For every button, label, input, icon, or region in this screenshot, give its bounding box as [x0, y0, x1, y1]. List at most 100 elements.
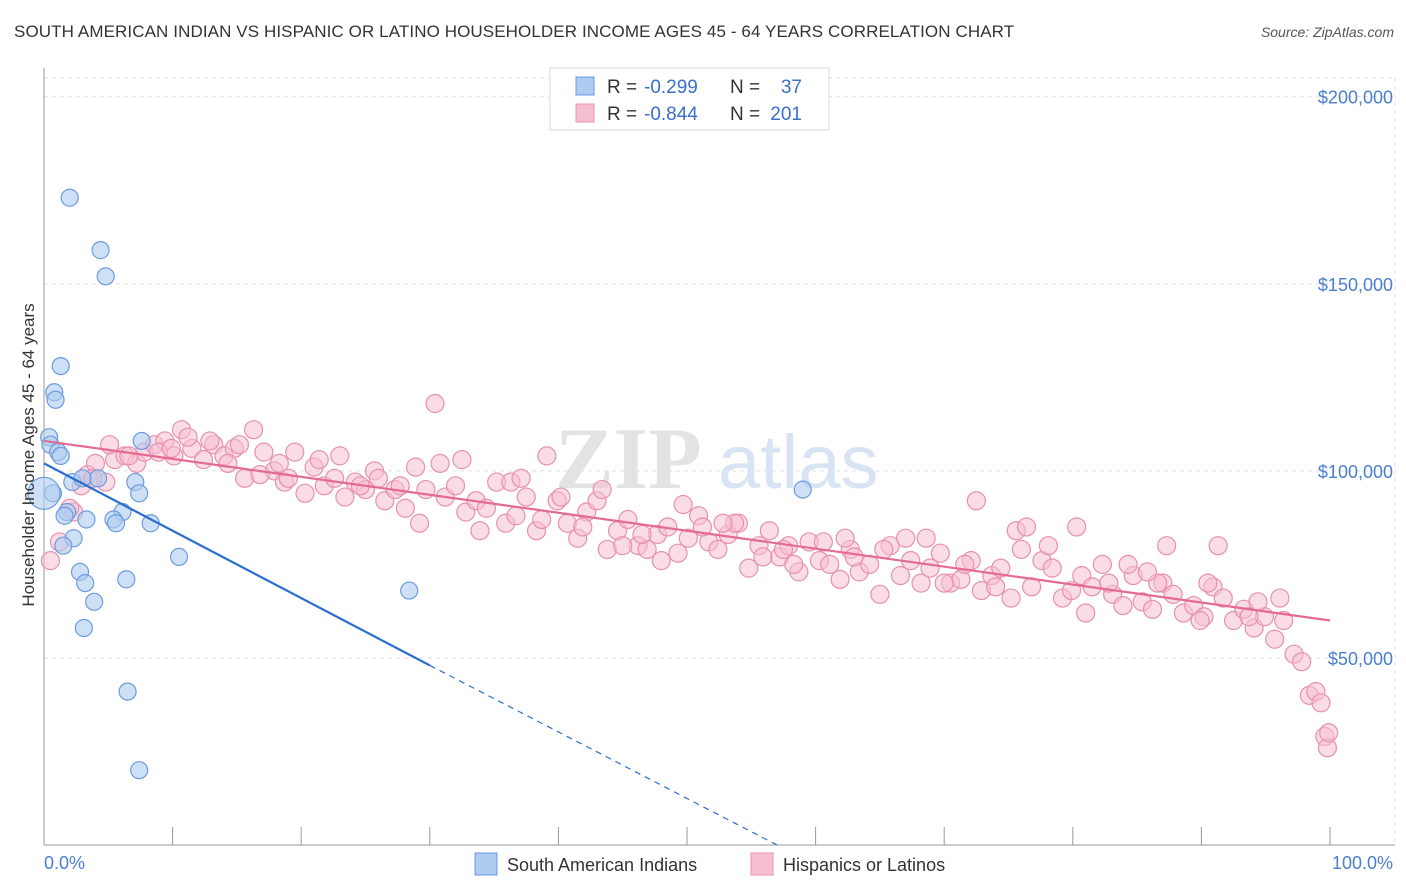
y-tick-label: $50,000: [1328, 649, 1393, 669]
hispanic-point: [516, 487, 536, 507]
chart-title: SOUTH AMERICAN INDIAN VS HISPANIC OR LAT…: [14, 22, 1015, 41]
hispanic-point: [218, 453, 238, 473]
south-american-indian-point: [85, 592, 104, 611]
hispanic-point: [40, 551, 61, 571]
hispanic-point: [244, 420, 264, 440]
hispanic-point: [1274, 610, 1294, 631]
south-american-indian-point: [55, 506, 74, 525]
south-american-indian-point: [169, 547, 189, 567]
hispanic-point: [506, 506, 526, 526]
hispanic-point: [1001, 588, 1021, 608]
hispanic-point: [1137, 562, 1157, 582]
hispanic-point: [532, 509, 552, 530]
south-american-indian-point: [51, 446, 70, 465]
south-american-indian-point: [130, 484, 149, 503]
hispanic-point: [250, 464, 270, 485]
hispanic-point: [1067, 517, 1087, 537]
legend-swatch-pink: [575, 103, 595, 123]
hispanic-point: [613, 536, 633, 556]
hispanic-point: [870, 584, 890, 604]
hispanic-point: [896, 528, 916, 548]
hispanic-point: [295, 483, 315, 503]
hispanic-point: [1208, 536, 1228, 556]
legend-n-label: N =: [730, 77, 760, 98]
hispanic-point: [784, 554, 804, 574]
hispanic-point: [119, 446, 139, 466]
hispanic-point: [966, 491, 986, 511]
hispanic-point: [309, 450, 329, 470]
hispanic-point: [325, 468, 345, 488]
hispanic-series: [40, 393, 1339, 758]
south-american-indian-point: [132, 431, 151, 451]
hispanic-point: [1163, 584, 1183, 604]
hispanic-point: [1092, 554, 1112, 574]
y-tick-label: $100,000: [1318, 462, 1393, 482]
x-tick-label: 0.0%: [44, 853, 85, 873]
hispanic-point: [278, 468, 298, 488]
hispanic-point: [1311, 693, 1331, 713]
hispanic-point: [911, 573, 931, 593]
hispanic-point: [1190, 610, 1210, 631]
south-american-indian-point: [77, 510, 96, 529]
hispanic-point: [844, 547, 864, 567]
hispanic-point: [161, 438, 181, 459]
y-axis-title: Householder Income Ages 45 - 64 years: [19, 303, 38, 606]
legend-r-label: R =: [607, 77, 637, 98]
legend-r-value: -0.844: [644, 104, 698, 125]
hispanic-point: [229, 435, 250, 455]
hispanic-point: [285, 442, 305, 462]
hispanic-point: [200, 431, 220, 451]
hispanic-point: [395, 498, 415, 518]
hispanic-point: [835, 528, 855, 548]
axes: [43, 68, 1395, 846]
hispanic-point: [890, 566, 911, 586]
hispanic-point: [820, 554, 840, 574]
south-american-indian-point: [130, 761, 149, 780]
legend-box: R = -0.299 N = 37 R = -0.844 N = 201: [549, 67, 830, 131]
south-american-indian-point: [76, 573, 95, 593]
south-american-indian-point: [118, 682, 137, 701]
south-american-indian-point: [54, 536, 73, 555]
hispanic-point: [1011, 539, 1031, 560]
hispanic-point: [813, 532, 833, 552]
south-american-indian-point: [400, 581, 419, 600]
south-american-indian-point: [60, 188, 79, 207]
hispanic-point: [368, 468, 388, 488]
south-american-indian-point: [51, 356, 70, 376]
hispanic-point: [618, 509, 638, 530]
legend-r-value: -0.299: [644, 77, 698, 98]
south-american-indian-point: [74, 618, 93, 638]
south-american-indian-point: [117, 570, 136, 589]
hispanic-point: [986, 577, 1006, 597]
hispanic-point: [1239, 607, 1259, 627]
hispanic-point: [1099, 573, 1119, 593]
svg-text:ZIP: ZIP: [555, 411, 702, 508]
hispanic-point: [1198, 573, 1218, 593]
hispanic-point: [916, 528, 936, 548]
y-tick-label: $150,000: [1318, 275, 1393, 295]
hispanic-point: [537, 446, 557, 466]
source-label: Source: ZipAtlas.com: [1260, 24, 1394, 40]
hispanic-point: [445, 476, 466, 496]
blue-trend-line: [43, 462, 431, 667]
hispanic-point: [511, 468, 531, 488]
hispanic-point: [1270, 588, 1290, 608]
hispanic-point: [1113, 595, 1133, 616]
south-american-indian-point: [106, 514, 126, 533]
hispanic-point: [178, 427, 198, 447]
hispanic-point: [1157, 536, 1177, 556]
south-american-indian-series: [27, 188, 812, 780]
hispanic-point: [1042, 558, 1062, 578]
hispanic-point: [1142, 599, 1163, 619]
south-american-indian-point: [96, 267, 115, 286]
hispanic-point: [1213, 588, 1233, 608]
south-american-indian-point: [27, 476, 61, 510]
hispanic-point: [713, 513, 733, 533]
hispanic-point: [409, 513, 430, 533]
hispanic-point: [753, 547, 773, 567]
hispanic-point: [335, 487, 355, 507]
hispanic-point: [573, 517, 593, 537]
hispanic-point: [708, 539, 728, 560]
hispanic-point: [592, 479, 612, 500]
